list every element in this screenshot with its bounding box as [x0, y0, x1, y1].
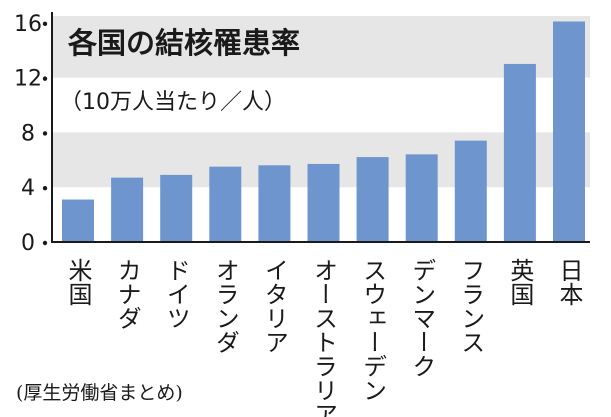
category-label: ドイツ	[162, 258, 190, 330]
category-label: デンマーク	[408, 258, 436, 378]
category-label: 米国	[64, 258, 92, 306]
category-label: カナダ	[113, 258, 141, 330]
category-label: 英国	[506, 258, 534, 306]
chart-subtitle: （10万人当たり／人）	[60, 90, 286, 115]
category-label: オーストラリア	[310, 258, 338, 417]
y-tick-mark	[42, 240, 48, 246]
category-label: イタリア	[260, 258, 288, 354]
y-tick-label: 16	[14, 12, 42, 37]
y-tick-label: 4	[21, 176, 35, 201]
bar	[111, 177, 144, 242]
y-tick-mark	[42, 131, 48, 136]
category-label: 日本	[555, 258, 583, 306]
bars	[62, 21, 585, 242]
grid-band-3	[52, 16, 590, 78]
y-tick-mark	[42, 21, 48, 27]
bar	[160, 174, 193, 242]
bar	[307, 163, 340, 242]
y-tick-label: 0	[21, 231, 35, 256]
y-tick-labels: 0 4 8 12 16	[14, 12, 48, 256]
bar	[553, 21, 585, 242]
bar	[503, 63, 536, 242]
source-note: (厚生労働省まとめ)	[16, 382, 183, 404]
bar	[209, 166, 242, 242]
category-label: スウェーデン	[359, 258, 387, 402]
category-label: オランダ	[211, 258, 239, 354]
y-tick-label: 12	[14, 67, 42, 92]
bar	[258, 165, 291, 242]
bar	[356, 157, 389, 242]
y-tick-label: 8	[21, 121, 35, 146]
category-label: フランス	[457, 258, 485, 354]
y-tick-mark	[42, 76, 48, 81]
bar	[454, 140, 487, 242]
y-tick-mark	[42, 186, 48, 191]
bar	[62, 199, 94, 242]
category-labels: 米国 カナダ ドイツ オランダ イタリア オーストラリア スウェーデン デンマーク フランス 英国…	[64, 258, 583, 417]
bar	[405, 154, 438, 242]
chart-title: 各国の結核罹患率	[67, 26, 300, 60]
